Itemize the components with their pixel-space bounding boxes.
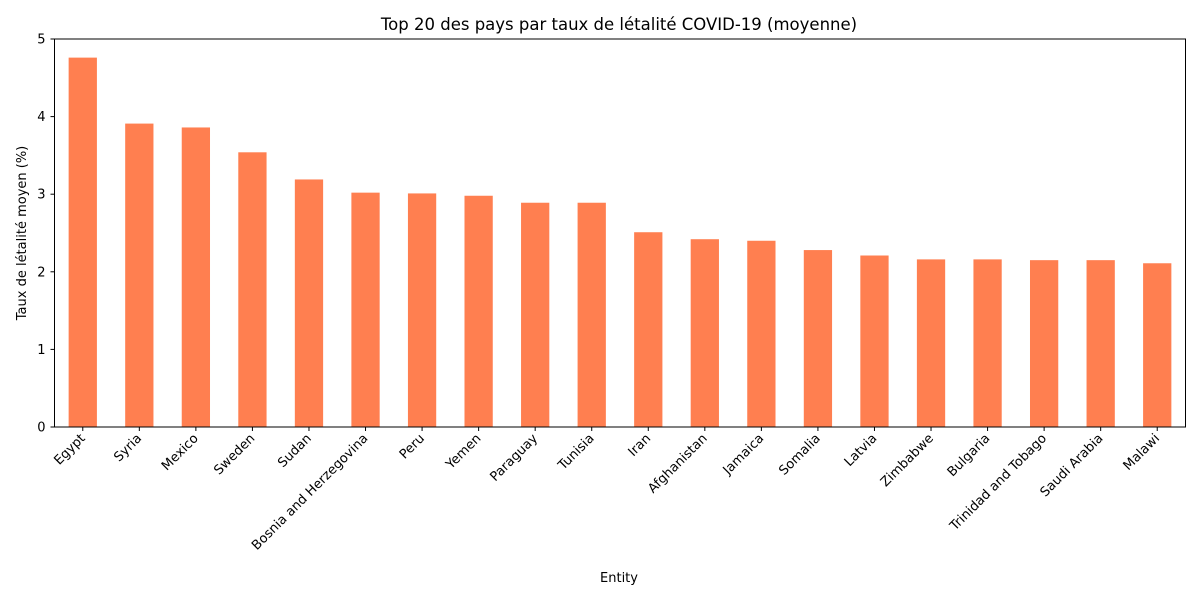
bar-latvia (860, 255, 889, 427)
chart-title: Top 20 des pays par taux de létalité COV… (380, 15, 857, 34)
x-tick-label: Afghanistan (645, 431, 710, 496)
y-axis: 0 1 2 3 4 5 (37, 33, 55, 436)
bar-sudan (294, 179, 324, 427)
bar-mexico (181, 127, 211, 428)
x-tick-label: Yemen (443, 431, 485, 473)
bars-group (68, 57, 1172, 428)
y-tick-label: 4 (37, 110, 45, 125)
x-tick-label: Latvia (842, 431, 881, 470)
x-tick-label: Jamaica (720, 431, 767, 478)
x-tick-label: Sudan (275, 431, 315, 471)
bar-iran (634, 232, 663, 427)
x-tick-label: Paraguay (487, 431, 541, 485)
bar-bulgaria (973, 259, 1002, 427)
x-tick-label: Mexico (159, 431, 202, 474)
x-tick-label: Malawi (1121, 431, 1163, 473)
bar-syria (125, 123, 154, 428)
bar-saudi-arabia (1086, 260, 1115, 427)
bar-trinidad-and-tobago (1029, 260, 1059, 427)
bar-jamaica (747, 240, 776, 427)
bar-zimbabwe (916, 259, 946, 427)
x-tick-label: Bulgaria (945, 431, 994, 480)
x-tick-label: Somalia (776, 431, 823, 478)
x-tick-label: Iran (626, 431, 655, 460)
x-tick-label: Syria (111, 431, 145, 465)
bar-tunisia (577, 202, 606, 427)
x-tick-label: Egypt (51, 431, 88, 468)
y-axis-label: Taux de létalité moyen (%) (15, 146, 30, 322)
x-axis-label: Entity (600, 571, 638, 586)
x-tick-label: Peru (397, 431, 428, 462)
bar-somalia (803, 250, 833, 427)
bar-paraguay (521, 202, 550, 427)
bar-afghanistan (690, 239, 719, 427)
x-tick-label: Tunisia (555, 431, 598, 474)
bar-malawi (1143, 263, 1172, 427)
bar-peru (407, 193, 437, 427)
x-tick-label: Zimbabwe (878, 431, 937, 490)
y-tick-label: 0 (37, 421, 45, 436)
bar-bosnia-and-herzegovina (351, 192, 380, 427)
y-tick-label: 2 (37, 265, 45, 280)
y-tick-label: 1 (37, 343, 45, 358)
y-tick-label: 5 (37, 33, 45, 48)
plot-frame (54, 38, 1186, 428)
bar-sweden (238, 152, 267, 427)
bar-yemen (464, 195, 493, 427)
x-tick-label: Sweden (211, 431, 258, 478)
x-tick-label: Trinidad and Tobago (947, 431, 1050, 534)
bar-egypt (68, 57, 97, 428)
x-tick-label: Bosnia and Herzegovina (249, 431, 371, 553)
y-tick-label: 3 (37, 188, 45, 203)
